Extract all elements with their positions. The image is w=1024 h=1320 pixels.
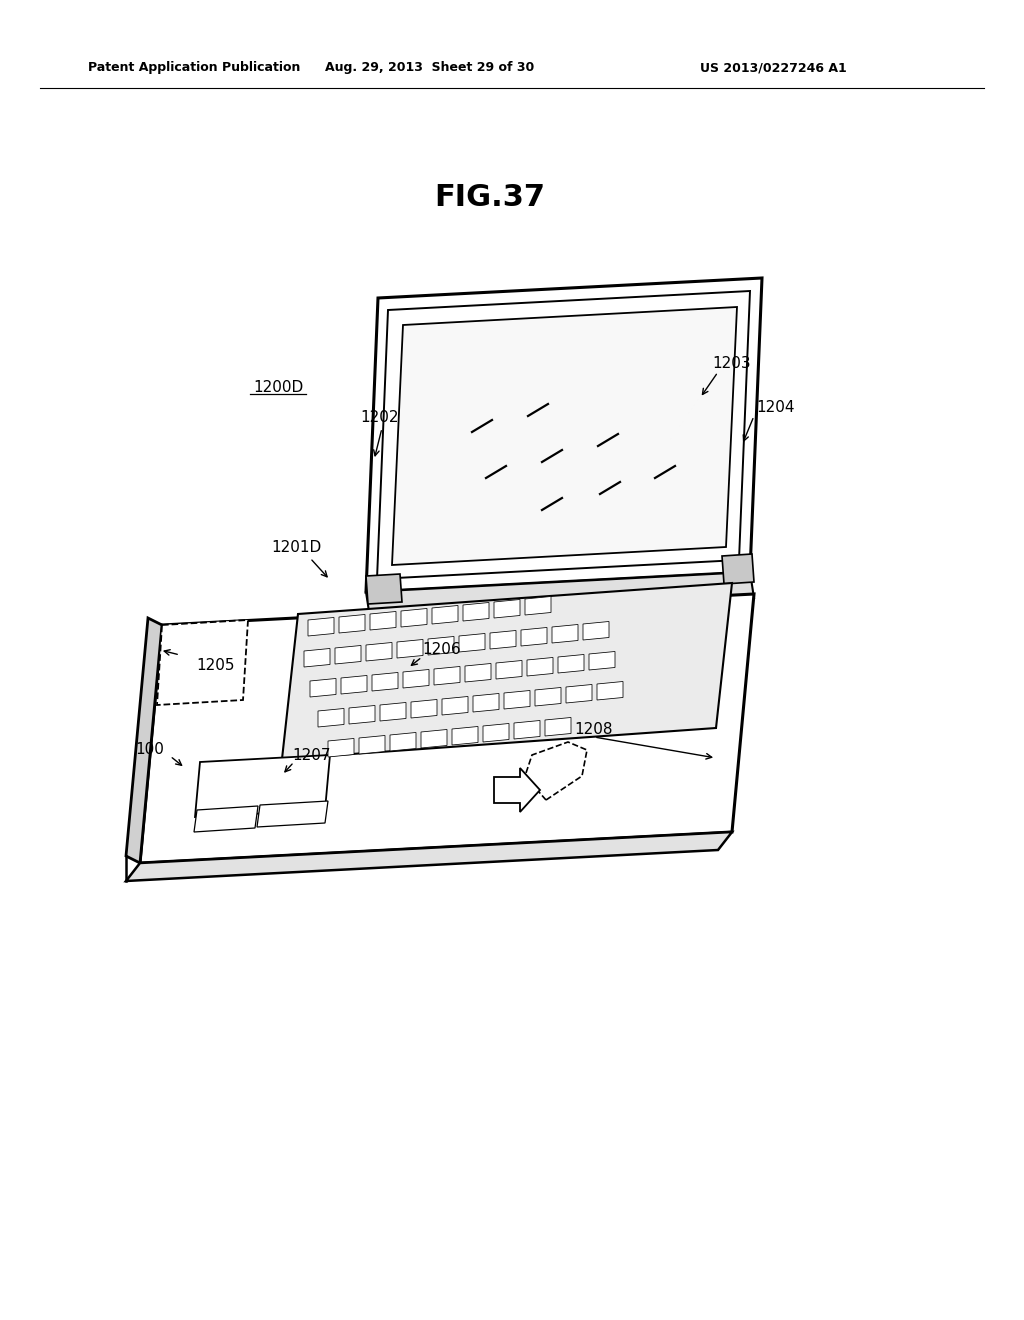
Text: 1206: 1206 [422,643,461,657]
Polygon shape [428,636,454,655]
Polygon shape [195,755,330,817]
Polygon shape [411,700,437,718]
Polygon shape [496,660,522,678]
Polygon shape [514,721,540,739]
Polygon shape [126,618,162,863]
Polygon shape [304,648,330,667]
Polygon shape [589,652,615,671]
Polygon shape [366,574,402,605]
Polygon shape [566,685,592,704]
Text: Patent Application Publication: Patent Application Publication [88,62,300,74]
Polygon shape [552,624,578,643]
Polygon shape [434,667,460,685]
Polygon shape [442,697,468,715]
Polygon shape [494,768,540,812]
Polygon shape [465,664,490,682]
Polygon shape [494,599,520,618]
Text: 1208: 1208 [574,722,612,738]
Polygon shape [308,618,334,636]
Polygon shape [335,645,361,664]
Polygon shape [359,735,385,754]
Polygon shape [392,308,737,565]
Polygon shape [366,572,754,618]
Polygon shape [521,627,547,645]
Polygon shape [366,279,762,591]
Polygon shape [126,832,732,880]
Text: US 2013/0227246 A1: US 2013/0227246 A1 [700,62,847,74]
Polygon shape [722,554,754,583]
Polygon shape [157,620,248,705]
Polygon shape [257,801,328,828]
Polygon shape [401,609,427,627]
Polygon shape [558,655,584,673]
Polygon shape [339,615,365,634]
Polygon shape [421,730,447,748]
Text: 100: 100 [135,742,164,758]
Polygon shape [397,639,423,657]
Polygon shape [194,807,258,832]
Polygon shape [366,643,392,661]
Polygon shape [140,594,754,863]
Polygon shape [490,631,516,649]
Polygon shape [459,634,485,652]
Text: 1201D: 1201D [271,540,322,556]
Polygon shape [328,738,354,756]
Polygon shape [318,709,344,727]
Polygon shape [504,690,530,709]
Polygon shape [525,742,587,800]
Text: FIG.37: FIG.37 [434,183,546,213]
Polygon shape [403,669,429,688]
Polygon shape [432,606,458,624]
Polygon shape [341,676,367,694]
Polygon shape [349,705,375,723]
Text: 1204: 1204 [756,400,795,416]
Polygon shape [483,723,509,742]
Polygon shape [597,681,623,700]
Text: 1207: 1207 [292,747,331,763]
Text: Aug. 29, 2013  Sheet 29 of 30: Aug. 29, 2013 Sheet 29 of 30 [326,62,535,74]
Polygon shape [525,597,551,615]
Polygon shape [452,726,478,744]
Text: 1205: 1205 [196,659,234,673]
Polygon shape [583,622,609,640]
Text: 1202: 1202 [360,411,399,425]
Polygon shape [545,718,571,737]
Polygon shape [535,688,561,706]
Polygon shape [390,733,416,751]
Polygon shape [463,602,489,620]
Polygon shape [310,678,336,697]
Text: 1203: 1203 [712,355,751,371]
Polygon shape [473,693,499,711]
Polygon shape [370,611,396,630]
Text: 1200D: 1200D [253,380,303,396]
Polygon shape [380,702,406,721]
Polygon shape [527,657,553,676]
Polygon shape [377,290,750,579]
Polygon shape [282,583,732,759]
Polygon shape [372,672,398,690]
